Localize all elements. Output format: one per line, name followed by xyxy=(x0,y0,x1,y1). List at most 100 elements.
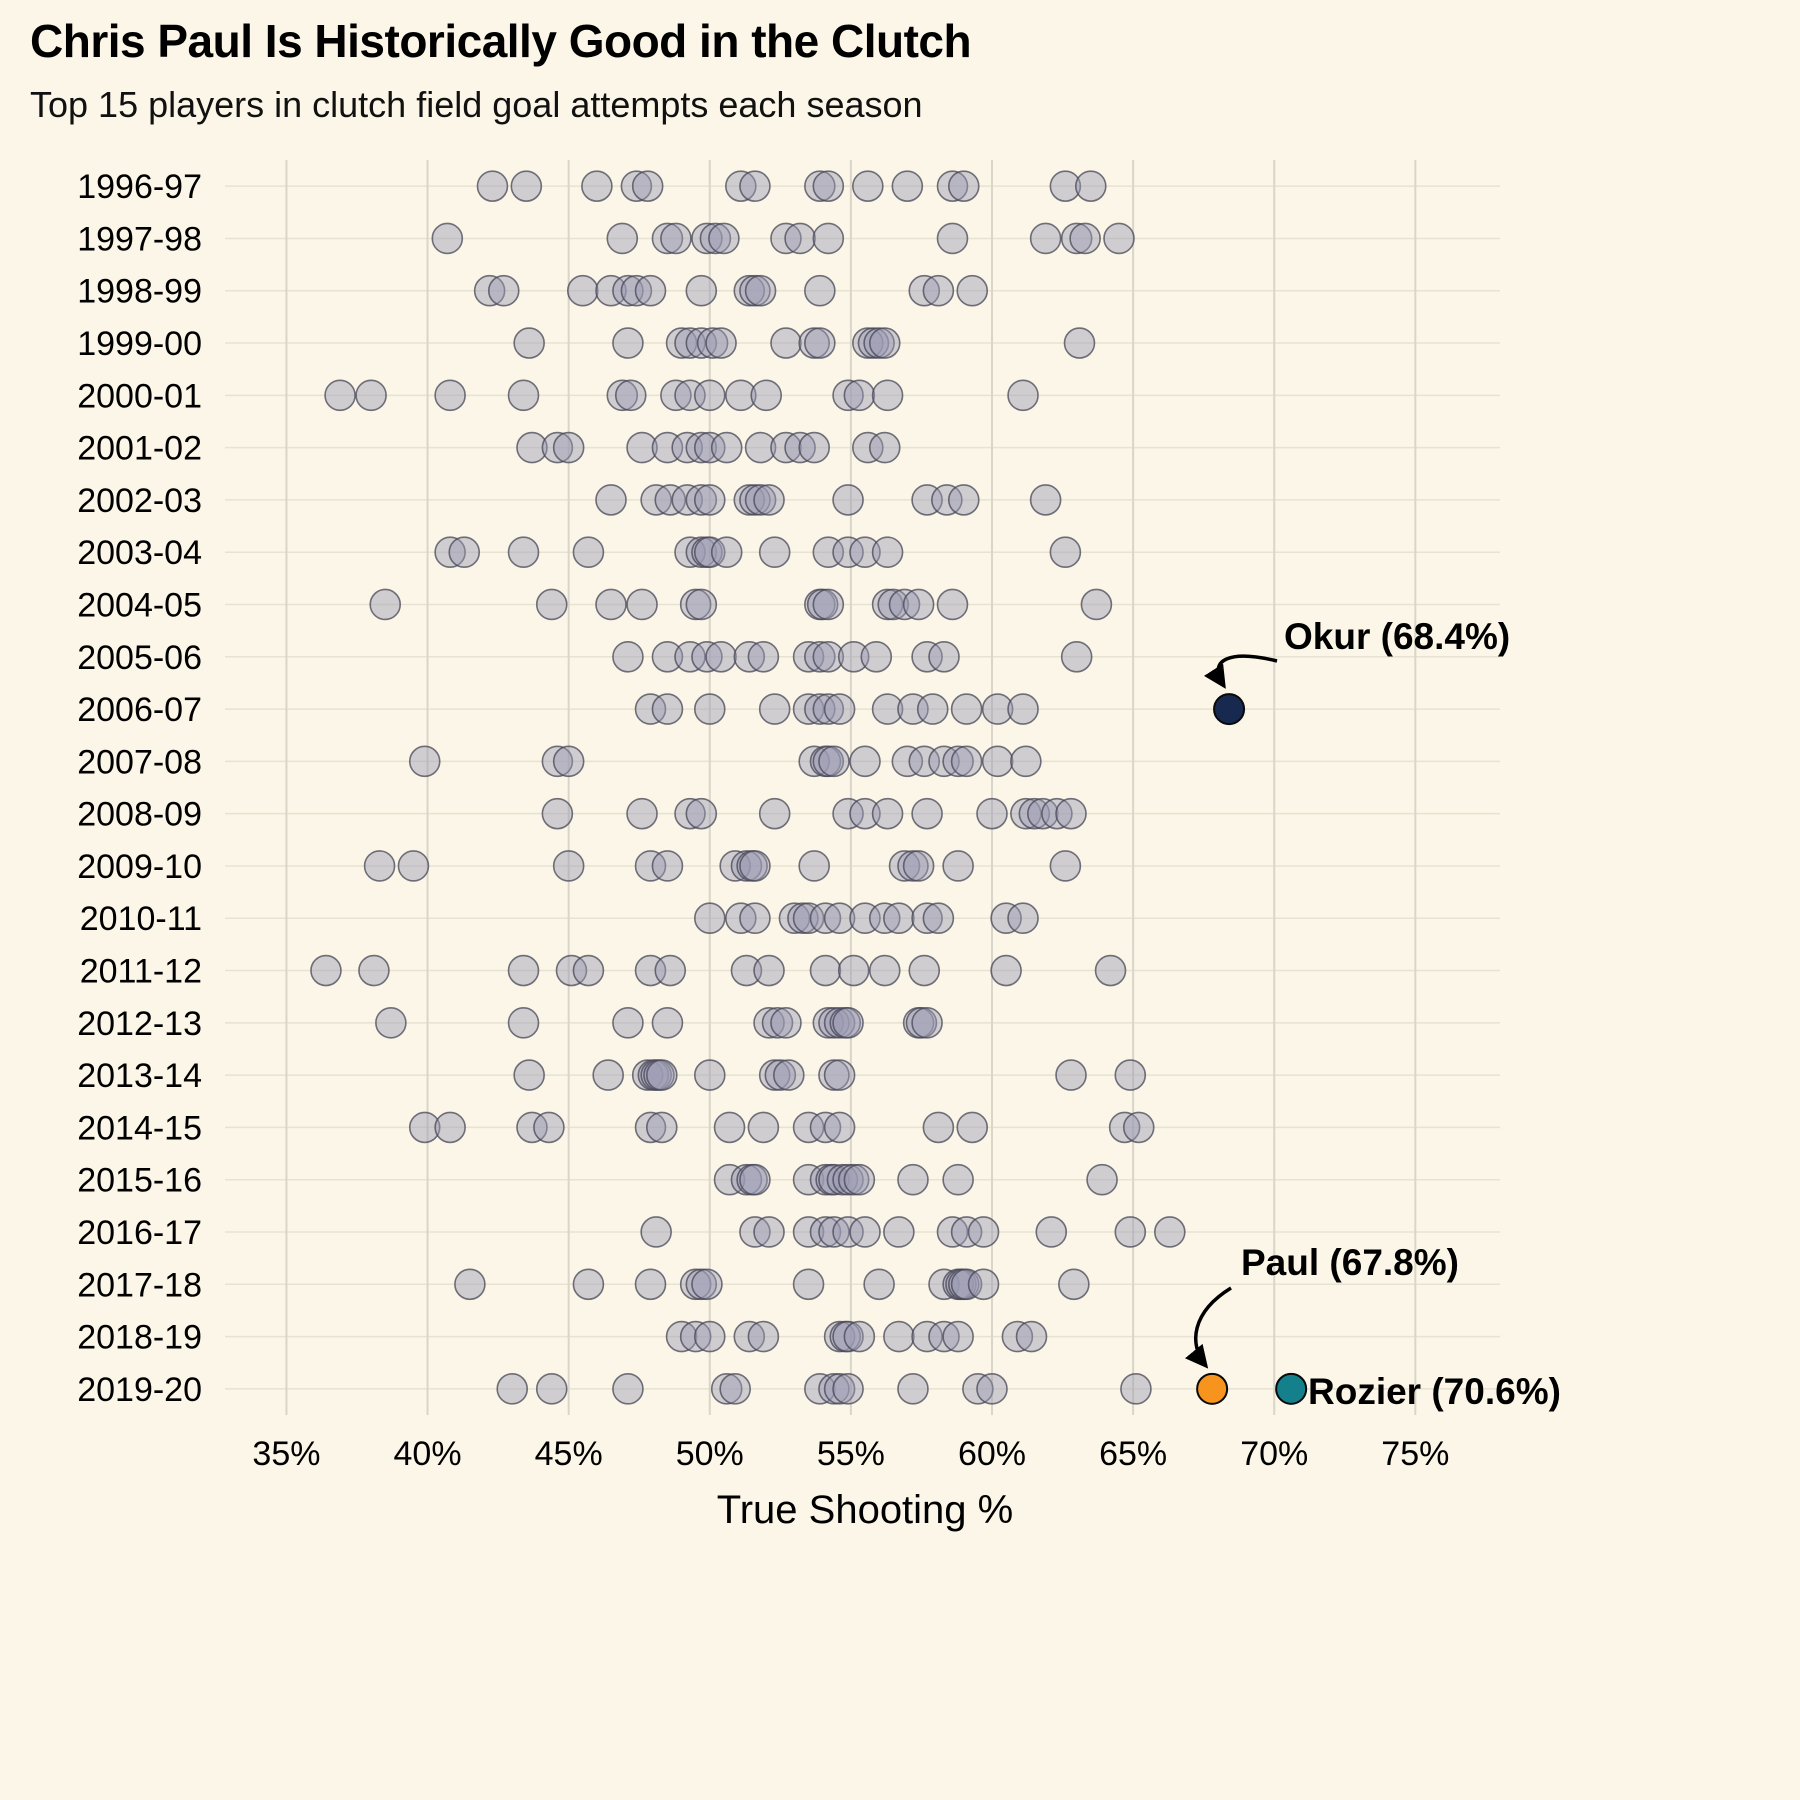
data-point xyxy=(693,902,726,935)
data-point xyxy=(809,902,842,935)
data-point xyxy=(849,536,881,568)
data-point xyxy=(513,327,545,359)
data-point xyxy=(513,1059,545,1091)
data-point xyxy=(1010,797,1042,830)
data-point xyxy=(634,693,667,725)
y-axis-season-label: 2015-16 xyxy=(77,1162,202,1200)
data-point xyxy=(809,954,842,987)
data-point xyxy=(868,902,901,935)
data-point xyxy=(990,902,1022,935)
data-point xyxy=(1094,954,1127,987)
data-point xyxy=(784,431,816,464)
data-point xyxy=(936,170,969,202)
data-point xyxy=(693,693,726,725)
data-point xyxy=(705,640,737,673)
x-tick-label: 45% xyxy=(535,1435,603,1473)
data-point xyxy=(832,1216,864,1248)
data-point xyxy=(922,274,955,307)
y-axis-season-label: 1996-97 xyxy=(77,168,202,206)
data-point xyxy=(936,222,969,255)
data-point xyxy=(634,1268,667,1301)
annotation-arrow-okur xyxy=(1203,654,1278,689)
highlight-point-rozier xyxy=(1275,1372,1308,1405)
data-point xyxy=(595,588,627,621)
data-point xyxy=(612,1007,644,1039)
y-axis-season-label: 2018-19 xyxy=(77,1319,202,1357)
data-point xyxy=(772,1059,805,1091)
data-point xyxy=(535,588,568,621)
data-point xyxy=(770,431,802,464)
data-point xyxy=(950,1216,983,1248)
data-point xyxy=(693,379,726,412)
data-point xyxy=(1060,640,1093,673)
data-point xyxy=(705,327,737,359)
data-point xyxy=(832,797,864,830)
data-point xyxy=(1074,170,1107,202)
data-point xyxy=(868,327,901,359)
y-axis-season-label: 2000-01 xyxy=(77,377,202,415)
data-point xyxy=(592,1059,624,1091)
x-tick-label: 75% xyxy=(1381,1435,1449,1473)
data-point xyxy=(942,1320,974,1353)
data-point xyxy=(552,850,585,882)
y-axis-season-label: 2001-02 xyxy=(77,430,202,468)
data-point xyxy=(1007,902,1039,935)
data-point xyxy=(804,170,836,202)
data-point xyxy=(911,1320,943,1353)
data-point xyxy=(552,431,585,464)
data-point xyxy=(832,536,864,568)
data-point xyxy=(1103,222,1135,255)
data-point xyxy=(792,1163,825,1196)
annotation-label-rozier: Rozier (70.6%) xyxy=(1308,1371,1561,1412)
data-point xyxy=(654,954,687,987)
data-point xyxy=(1049,536,1082,568)
x-tick-label: 70% xyxy=(1240,1435,1308,1473)
highlight-point-paul xyxy=(1196,1372,1229,1405)
data-point xyxy=(792,1216,825,1248)
data-point xyxy=(566,274,599,307)
data-point xyxy=(871,379,904,412)
data-point xyxy=(990,954,1022,987)
data-point xyxy=(798,850,831,882)
data-point xyxy=(744,431,777,464)
data-point xyxy=(818,745,850,778)
data-point xyxy=(891,170,924,202)
data-point xyxy=(626,431,658,464)
data-point xyxy=(651,222,684,255)
data-point xyxy=(818,1216,850,1248)
y-axis-season-label: 2006-07 xyxy=(77,691,202,729)
data-point xyxy=(976,797,1008,830)
y-axis-season-label: 2012-13 xyxy=(77,1005,202,1043)
data-point xyxy=(812,640,845,673)
data-point xyxy=(747,1320,780,1353)
data-point xyxy=(804,640,836,673)
x-tick-label: 55% xyxy=(817,1435,885,1473)
data-point xyxy=(908,954,941,987)
x-tick-label: 60% xyxy=(958,1435,1026,1473)
data-point xyxy=(823,1059,856,1091)
data-point xyxy=(1120,1373,1152,1405)
data-point xyxy=(1060,222,1093,255)
data-point xyxy=(651,640,684,673)
data-point xyxy=(739,902,771,935)
data-point xyxy=(770,1007,802,1039)
data-point xyxy=(823,693,856,725)
data-point xyxy=(1007,379,1039,412)
data-point xyxy=(837,640,870,673)
data-point xyxy=(671,431,704,464)
x-axis-title: True Shooting % xyxy=(717,1488,1013,1532)
data-point xyxy=(434,536,466,568)
data-point xyxy=(1080,588,1113,621)
x-tick-label: 50% xyxy=(676,1435,744,1473)
data-point xyxy=(685,588,718,621)
data-point xyxy=(431,222,464,255)
data-point xyxy=(922,902,955,935)
data-point xyxy=(685,274,718,307)
data-point xyxy=(733,1320,766,1353)
data-point xyxy=(507,379,540,412)
data-point xyxy=(685,797,718,830)
data-point xyxy=(883,1216,915,1248)
chart-subtitle: Top 15 players in clutch field goal atte… xyxy=(30,84,923,125)
data-point xyxy=(1001,1320,1034,1353)
y-axis-season-label: 2011-12 xyxy=(80,953,202,991)
